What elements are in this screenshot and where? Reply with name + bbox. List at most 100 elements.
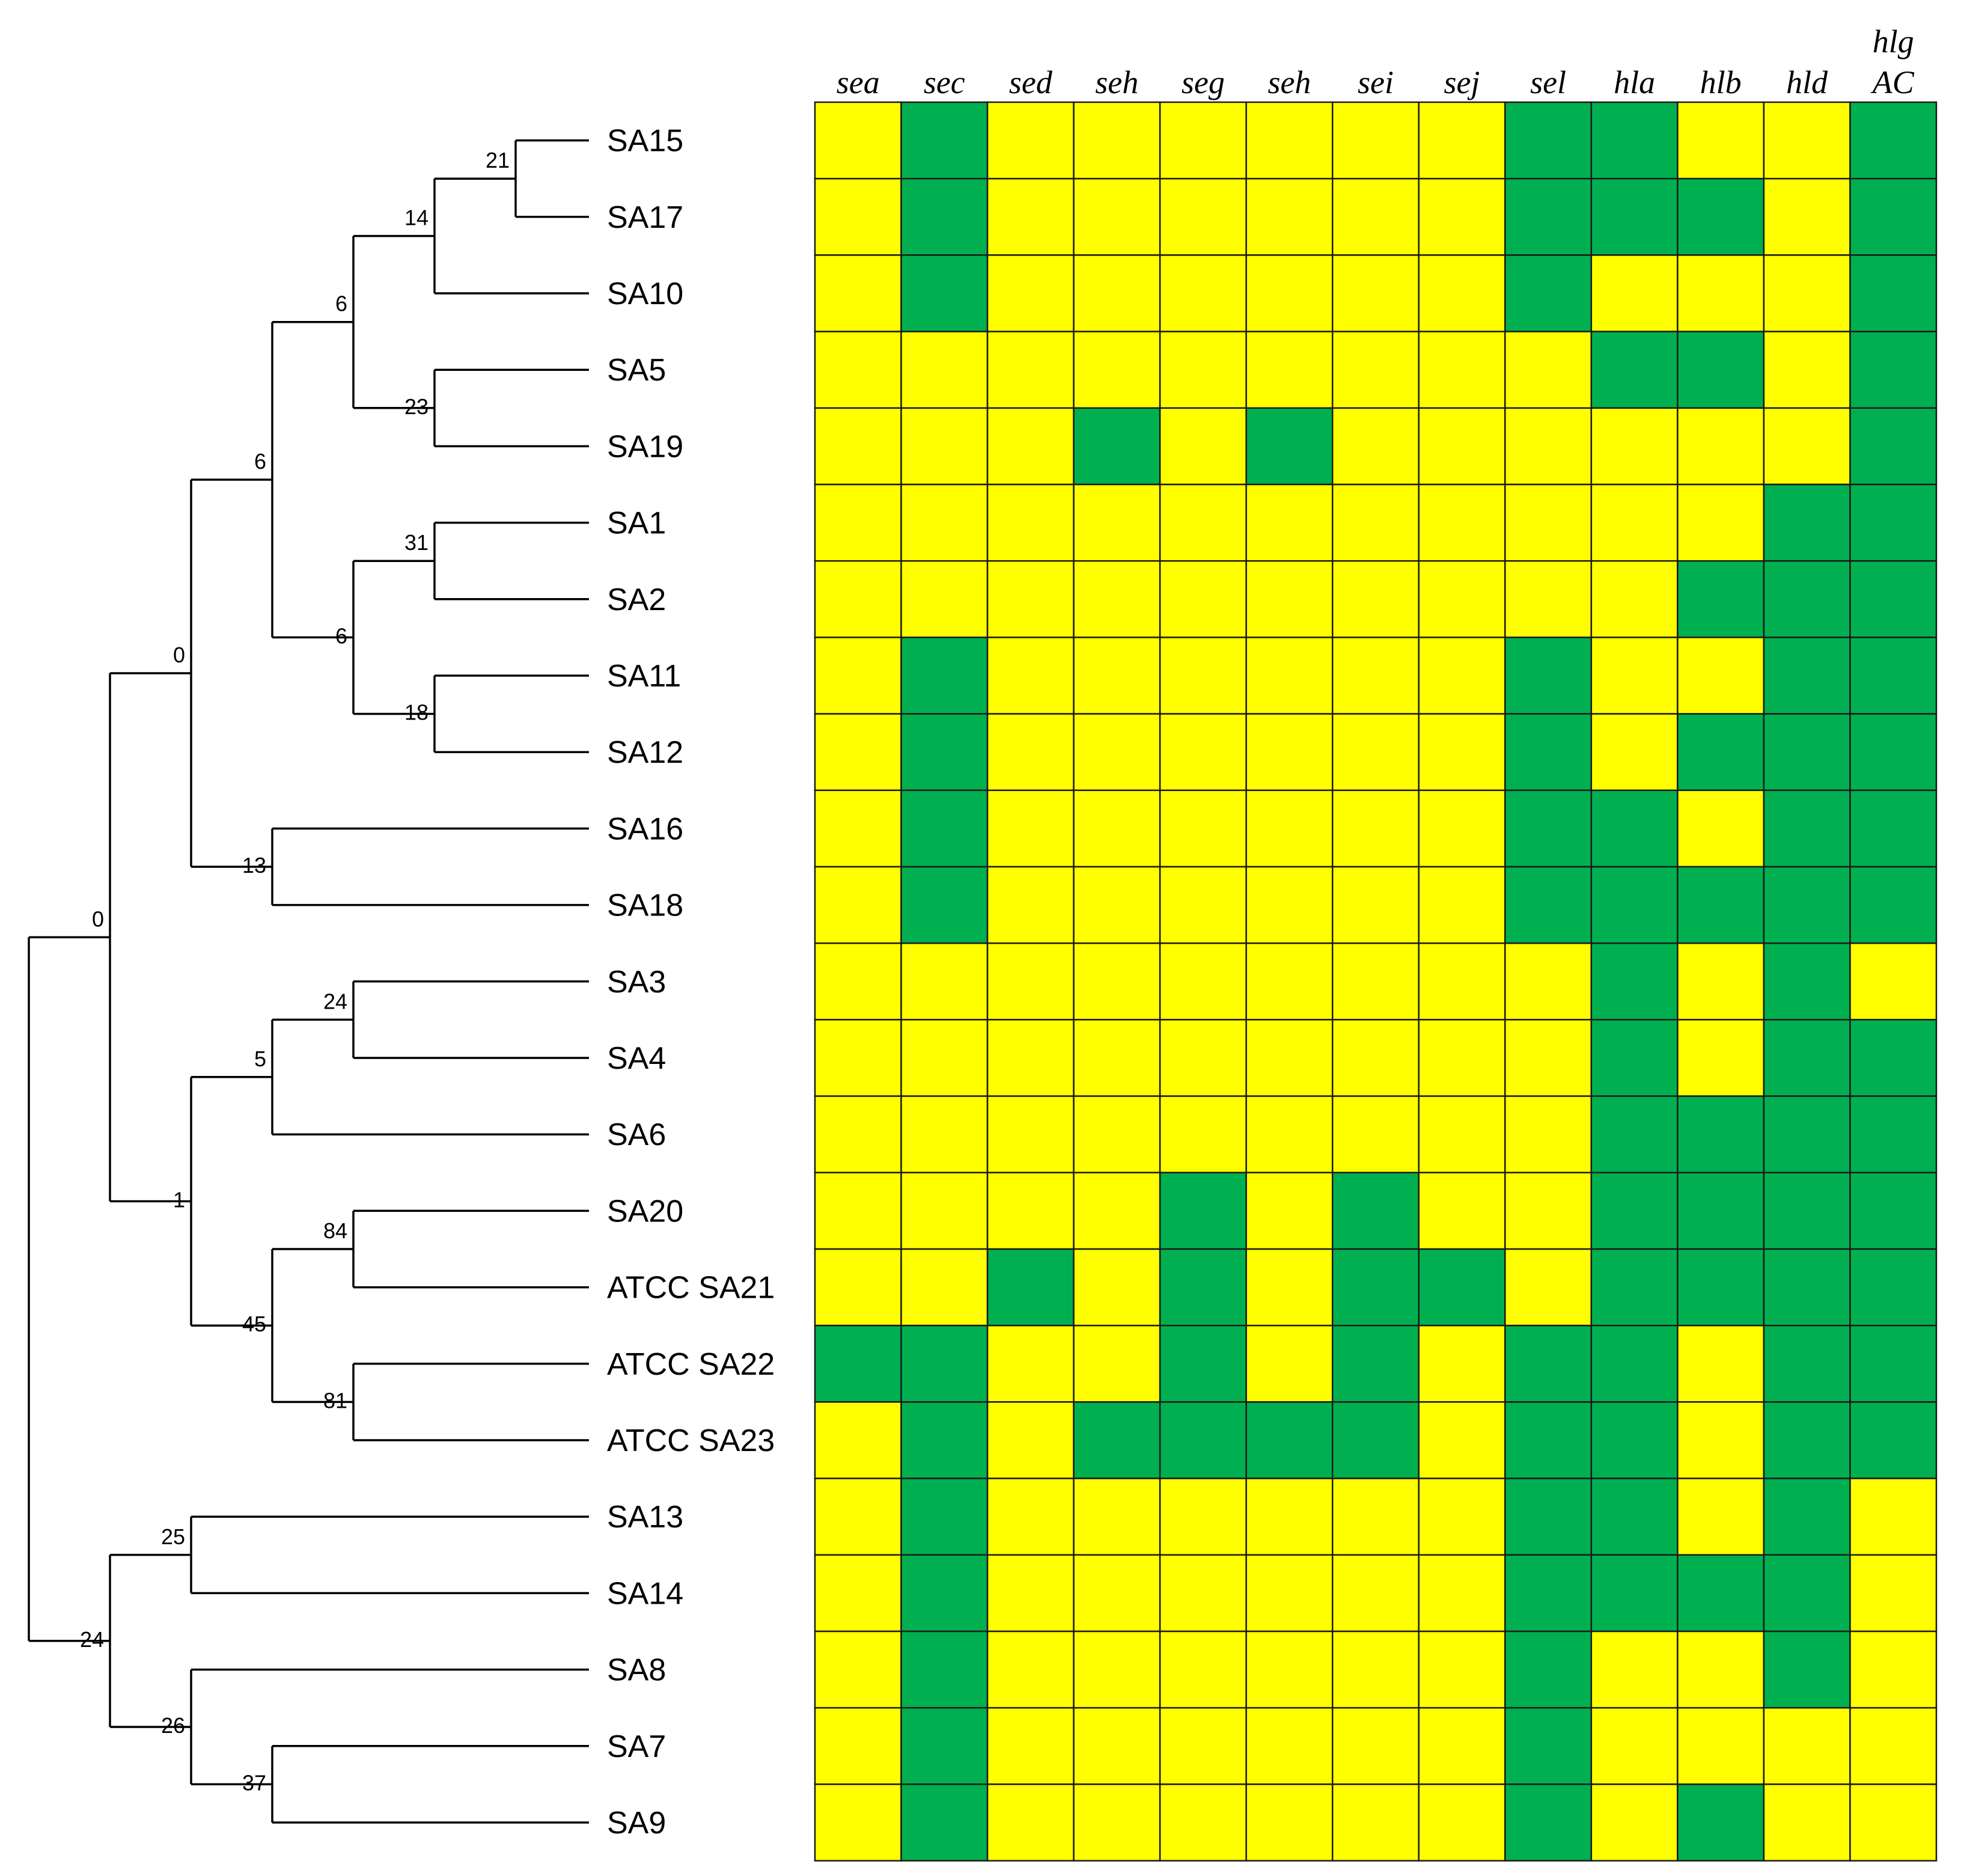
heatmap-cell <box>1331 331 1420 409</box>
heatmap-cell <box>814 1706 902 1785</box>
gene-column-label: seg <box>1182 64 1225 100</box>
heatmap-cell <box>1245 1172 1334 1250</box>
heatmap-cell <box>1763 1783 1851 1862</box>
heatmap-cell <box>1331 254 1420 332</box>
heatmap-cell <box>1159 637 1247 715</box>
heatmap-cell <box>986 407 1075 486</box>
bootstrap-value: 5 <box>254 1046 266 1071</box>
heatmap-cell <box>1763 254 1851 332</box>
heatmap-cell <box>1418 713 1506 792</box>
leaf-label: ATCC SA21 <box>607 1271 775 1306</box>
heatmap-cell <box>1590 1019 1679 1097</box>
heatmap-cell <box>1849 1172 1938 1250</box>
bootstrap-value: 18 <box>404 700 428 725</box>
heatmap-cell <box>1331 1783 1420 1862</box>
heatmap-cell <box>1418 560 1506 638</box>
heatmap-cell <box>900 407 989 486</box>
gene-column-label: sei <box>1358 64 1394 100</box>
leaf-label: SA13 <box>607 1500 683 1535</box>
heatmap-cell <box>900 1172 989 1250</box>
heatmap-cell <box>1073 1095 1161 1174</box>
heatmap-cell <box>1159 866 1247 944</box>
leaf-label: SA15 <box>607 124 683 159</box>
heatmap-cell <box>1331 483 1420 562</box>
heatmap-cell <box>1504 1630 1593 1709</box>
heatmap-cell <box>1677 1095 1765 1174</box>
heatmap-cell <box>986 560 1075 638</box>
heatmap-cell <box>1677 1706 1765 1785</box>
heatmap-cell <box>986 1019 1075 1097</box>
heatmap-cell <box>1763 1324 1851 1403</box>
heatmap-cell <box>1763 407 1851 486</box>
heatmap-cell <box>1073 560 1161 638</box>
heatmap-cell <box>1418 254 1506 332</box>
heatmap-cell <box>814 713 902 792</box>
heatmap-cell <box>1763 1477 1851 1556</box>
heatmap-cell <box>986 331 1075 409</box>
heatmap-cell <box>1245 1706 1334 1785</box>
heatmap-cell <box>1590 177 1679 256</box>
heatmap-cell <box>1245 331 1334 409</box>
heatmap-cell <box>1331 560 1420 638</box>
heatmap-cell <box>1590 1324 1679 1403</box>
heatmap-cell <box>1504 866 1593 944</box>
leaf-label: SA6 <box>607 1117 666 1152</box>
heatmap-cell <box>1504 637 1593 715</box>
heatmap-cell <box>986 1095 1075 1174</box>
heatmap-cell <box>1849 101 1938 180</box>
heatmap-cell <box>1073 101 1161 180</box>
heatmap-cell <box>1763 1172 1851 1250</box>
bootstrap-value: 24 <box>323 989 347 1013</box>
heatmap-cell <box>1073 1019 1161 1097</box>
heatmap-cell <box>814 560 902 638</box>
heatmap-cell <box>1504 407 1593 486</box>
bootstrap-value: 24 <box>80 1627 104 1652</box>
heatmap-cell <box>986 1706 1075 1785</box>
heatmap-cell <box>1331 1554 1420 1633</box>
heatmap-cell <box>1849 1095 1938 1174</box>
heatmap-cell <box>814 866 902 944</box>
heatmap-cell <box>900 866 989 944</box>
heatmap-cell <box>814 789 902 868</box>
heatmap-cell <box>986 713 1075 792</box>
heatmap-cell <box>1159 1324 1247 1403</box>
heatmap-cell <box>1073 1783 1161 1862</box>
heatmap-cell <box>1677 560 1765 638</box>
heatmap-cell <box>986 866 1075 944</box>
heatmap-cell <box>1677 1324 1765 1403</box>
heatmap-cell <box>1073 1248 1161 1327</box>
heatmap-cell <box>1245 177 1334 256</box>
heatmap-cell <box>1590 1477 1679 1556</box>
heatmap-cell <box>1331 1401 1420 1479</box>
heatmap-cell <box>986 1401 1075 1479</box>
heatmap-cell <box>1418 1172 1506 1250</box>
heatmap-cell <box>1763 1095 1851 1174</box>
bootstrap-value: 84 <box>323 1218 347 1243</box>
heatmap-cell <box>900 1630 989 1709</box>
bootstrap-value: 13 <box>242 853 266 878</box>
bootstrap-value: 1 <box>173 1188 185 1212</box>
heatmap-cell <box>1245 1401 1334 1479</box>
heatmap-cell <box>1159 1783 1247 1862</box>
heatmap-cell <box>1159 560 1247 638</box>
heatmap-cell <box>1504 1554 1593 1633</box>
heatmap-cell <box>1073 866 1161 944</box>
heatmap-cell <box>1245 789 1334 868</box>
heatmap-cell <box>1331 789 1420 868</box>
heatmap-cell <box>1590 637 1679 715</box>
gene-column-label: seh <box>1267 64 1311 100</box>
heatmap-cell <box>1590 1401 1679 1479</box>
heatmap-cell <box>1763 866 1851 944</box>
heatmap-cell <box>900 560 989 638</box>
heatmap-cell <box>1763 331 1851 409</box>
heatmap-cell <box>1763 789 1851 868</box>
heatmap-cell <box>1245 1095 1334 1174</box>
heatmap-cell <box>986 254 1075 332</box>
heatmap-cell <box>1159 1630 1247 1709</box>
heatmap-cell <box>1073 483 1161 562</box>
heatmap-cell <box>1418 637 1506 715</box>
heatmap-cell <box>814 1554 902 1633</box>
heatmap-cell <box>1331 1095 1420 1174</box>
heatmap-cell <box>1073 1172 1161 1250</box>
heatmap-cell <box>1331 713 1420 792</box>
